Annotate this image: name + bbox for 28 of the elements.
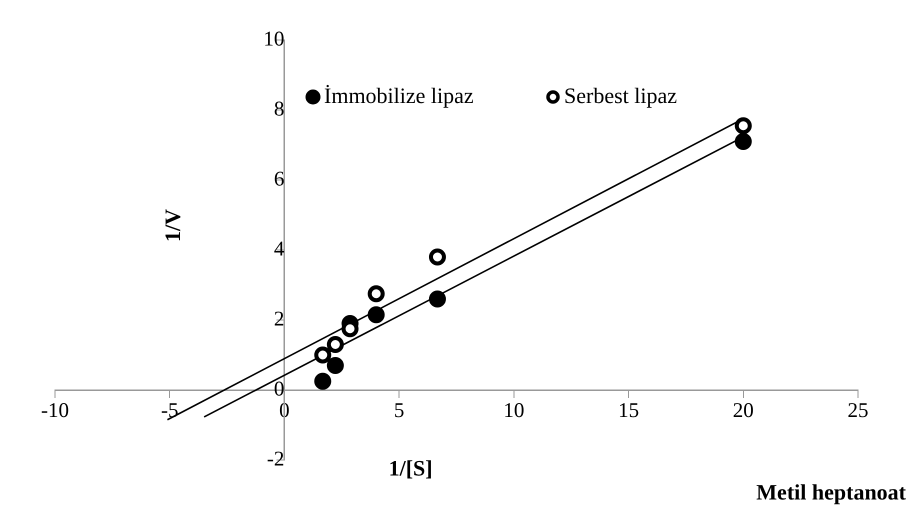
x-tick-label: 5 — [394, 398, 404, 422]
x-tick-label: -10 — [41, 398, 69, 422]
x-axis-title: 1/[S] — [388, 456, 433, 481]
y-tick-label: 10 — [263, 26, 284, 51]
point — [314, 346, 332, 364]
point — [314, 372, 332, 390]
x-tick-label: 10 — [503, 398, 524, 422]
point — [368, 285, 385, 302]
point — [734, 133, 752, 150]
y-tick-label: 2 — [274, 306, 284, 331]
point — [326, 357, 344, 374]
legend-label: Serbest lipaz — [564, 82, 678, 108]
y-axis-title: 1/V — [160, 208, 185, 242]
y-tick-label: 6 — [274, 166, 284, 191]
x-tick-label: 25 — [848, 398, 868, 422]
point — [428, 290, 446, 308]
y-tick-label: 0 — [274, 376, 284, 401]
x-tick-label: 15 — [618, 398, 640, 422]
y-tick-label: 4 — [274, 236, 285, 261]
point — [428, 248, 446, 266]
point — [734, 117, 752, 134]
text: Metil heptanoat — [756, 480, 907, 505]
point — [326, 336, 344, 353]
point — [368, 306, 385, 324]
y-tick-label: -2 — [266, 446, 284, 471]
x-tick-label: 20 — [732, 398, 754, 422]
y-tick-label: 8 — [274, 96, 284, 121]
legend-label: İmmobilize lipaz — [324, 82, 474, 108]
